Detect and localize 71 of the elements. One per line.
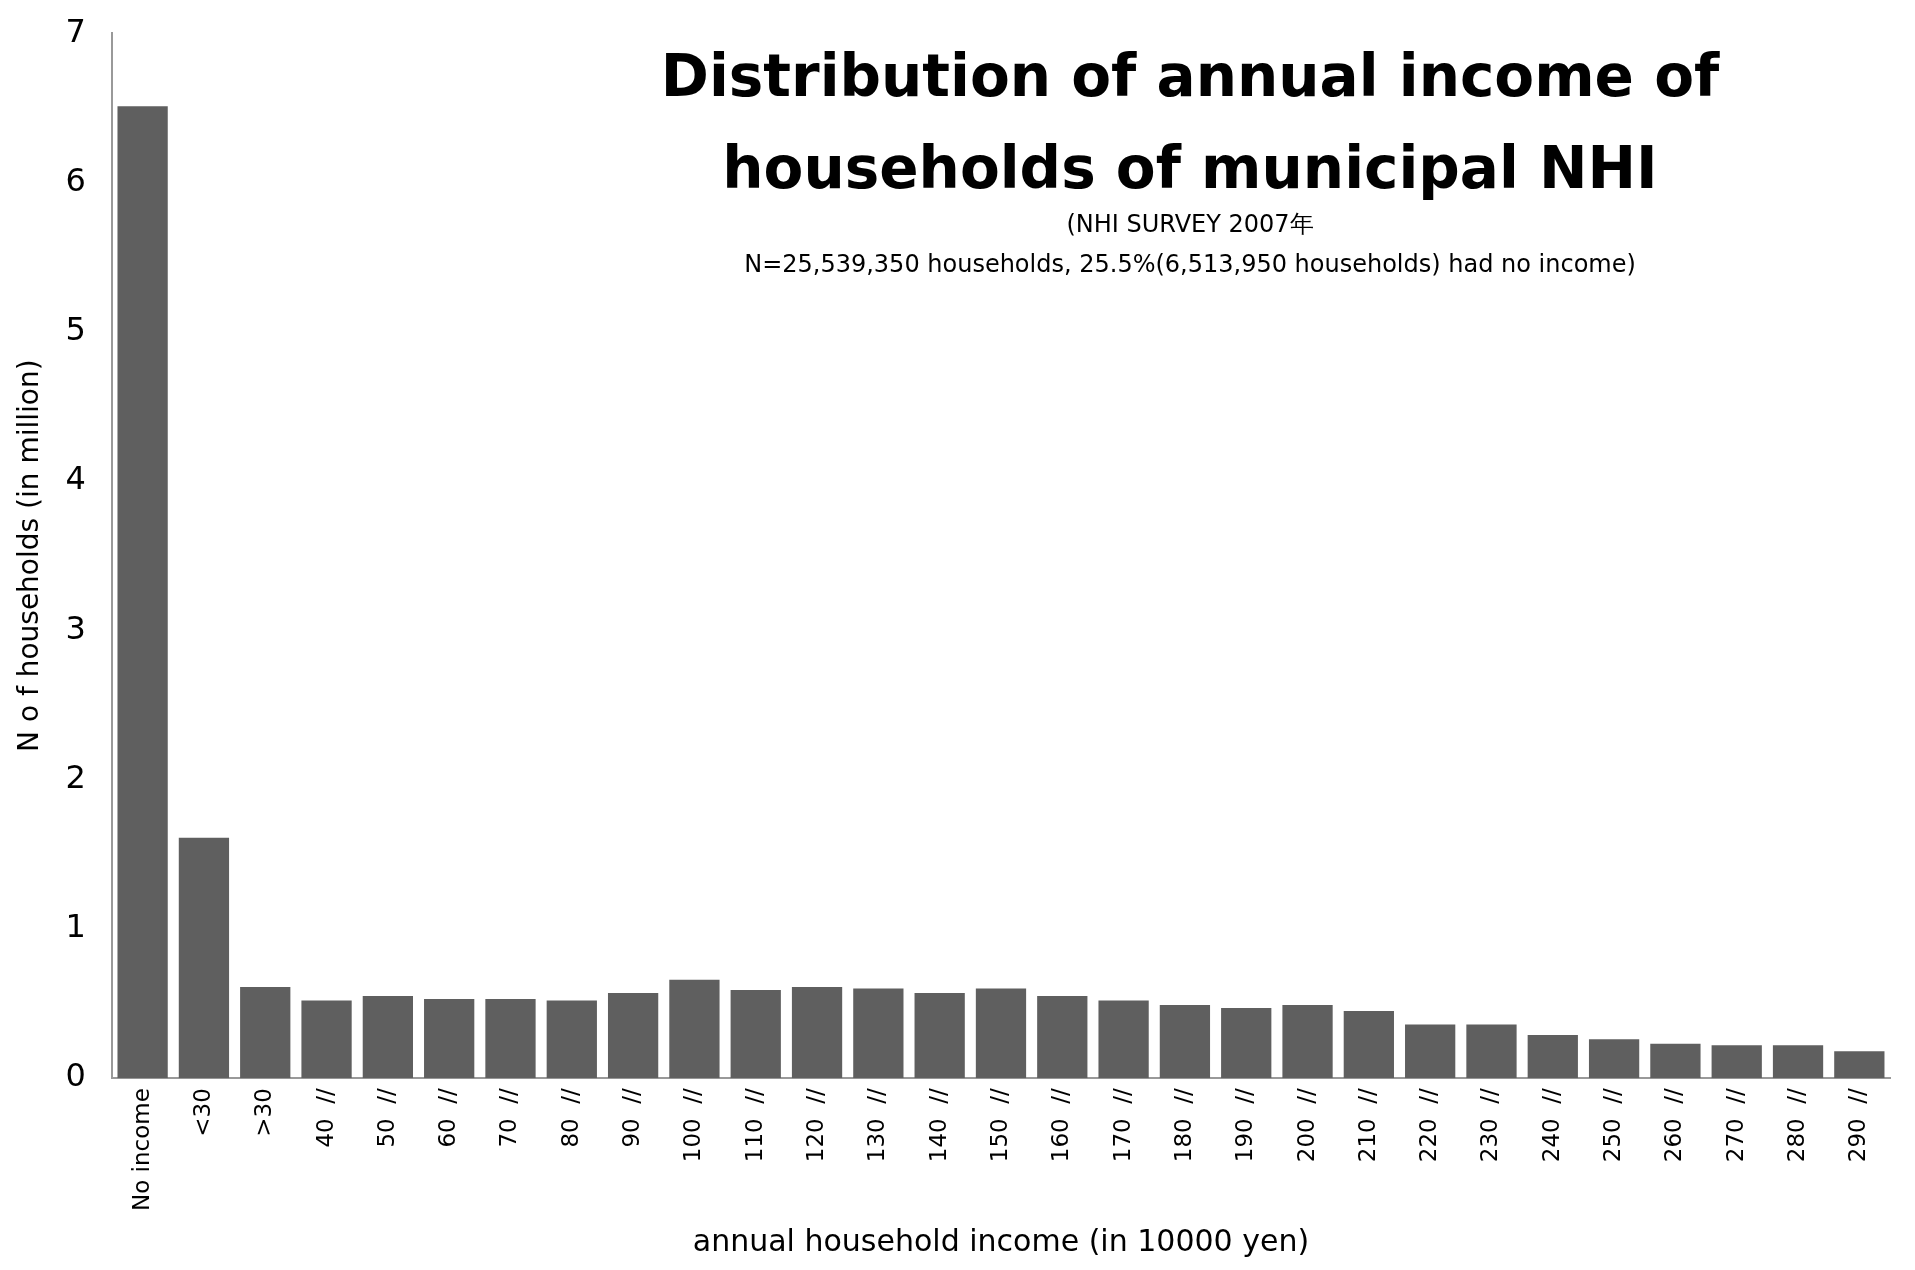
bar xyxy=(485,999,536,1079)
bar xyxy=(975,988,1027,1079)
x-tick-label: 230 // xyxy=(1476,1087,1503,1163)
bar xyxy=(240,987,291,1079)
x-tick-label: 140 // xyxy=(924,1087,951,1163)
x-tick-label: 210 // xyxy=(1353,1087,1380,1163)
x-tick-label: 190 // xyxy=(1231,1087,1258,1163)
x-tick-label: 280 // xyxy=(1783,1087,1809,1163)
y-tick-label: 7 xyxy=(65,11,86,50)
x-tick-label: 180 // xyxy=(1169,1087,1196,1163)
bar xyxy=(1282,1005,1333,1079)
bar xyxy=(1650,1043,1701,1079)
bar xyxy=(791,987,843,1079)
x-tick-label: No income xyxy=(127,1088,154,1211)
bar xyxy=(424,999,475,1079)
x-tick-label: 220 // xyxy=(1415,1087,1442,1163)
x-tick-label: 70 // xyxy=(495,1087,522,1148)
bar xyxy=(1466,1024,1517,1079)
x-tick-label: 150 // xyxy=(985,1087,1012,1163)
bar xyxy=(178,837,230,1079)
y-tick-label: 5 xyxy=(65,310,86,349)
text: Distribution of annual income of households of municipal NHI xyxy=(660,42,1720,202)
bar xyxy=(1221,1008,1272,1079)
bar xyxy=(1711,1045,1762,1079)
bar xyxy=(362,996,413,1079)
x-tick-label: 160 // xyxy=(1047,1087,1074,1163)
y-tick-label: 4 xyxy=(65,459,86,498)
x-tick-label: <30 xyxy=(188,1088,215,1137)
x-tick-label: 120 // xyxy=(802,1087,829,1163)
bar xyxy=(1037,996,1088,1079)
bar xyxy=(546,1000,597,1079)
x-tick-label: >30 xyxy=(250,1088,277,1137)
x-tick-label: 250 // xyxy=(1599,1087,1626,1163)
x-tick-label: 80 // xyxy=(556,1087,583,1148)
bar xyxy=(669,979,720,1079)
x-tick-label: 270 // xyxy=(1721,1087,1748,1163)
y-tick-label: 0 xyxy=(65,1056,86,1095)
y-tick-label: 2 xyxy=(65,757,86,796)
x-tick-label: 40 // xyxy=(311,1087,338,1148)
x-tick-label: 50 // xyxy=(372,1087,399,1148)
bar xyxy=(1588,1039,1640,1079)
y-tick-label: 1 xyxy=(65,907,86,946)
x-tick-label: 60 // xyxy=(434,1087,461,1148)
x-tick-label: 290 // xyxy=(1844,1087,1871,1163)
x-tick-label: 90 // xyxy=(618,1087,645,1148)
bar xyxy=(1527,1034,1578,1079)
x-tick-label: 260 // xyxy=(1660,1087,1687,1163)
x-tick-label: 240 // xyxy=(1537,1087,1564,1163)
x-tick-label: 130 // xyxy=(863,1087,890,1163)
bar xyxy=(1343,1011,1394,1079)
bar xyxy=(1098,1000,1149,1079)
bar xyxy=(117,106,168,1079)
bar xyxy=(1405,1024,1456,1079)
x-tick-label: 170 // xyxy=(1108,1087,1135,1163)
bar xyxy=(1159,1005,1211,1079)
bar xyxy=(1772,1045,1824,1079)
bar xyxy=(730,990,781,1079)
bar xyxy=(853,988,904,1079)
x-tick-label: 110 // xyxy=(740,1087,767,1163)
bar xyxy=(607,993,659,1079)
y-tick-label: 6 xyxy=(65,160,86,199)
annotation: N=25,539,350 households, 25.5%(6,513,950 households) had no income) xyxy=(743,250,1637,278)
bar xyxy=(914,993,965,1079)
x-tick-label: 100 // xyxy=(679,1087,706,1163)
y-tick-label: 3 xyxy=(65,608,86,647)
x-axis-title: annual household income (in 10000 yen) xyxy=(692,1222,1310,1258)
y-axis-title: N o f households (in million) xyxy=(12,359,46,752)
bar xyxy=(301,1000,352,1079)
text: (NHI SURVEY 2007年 xyxy=(1065,209,1315,240)
bar xyxy=(1834,1051,1885,1079)
x-tick-label: 200 // xyxy=(1292,1087,1319,1163)
